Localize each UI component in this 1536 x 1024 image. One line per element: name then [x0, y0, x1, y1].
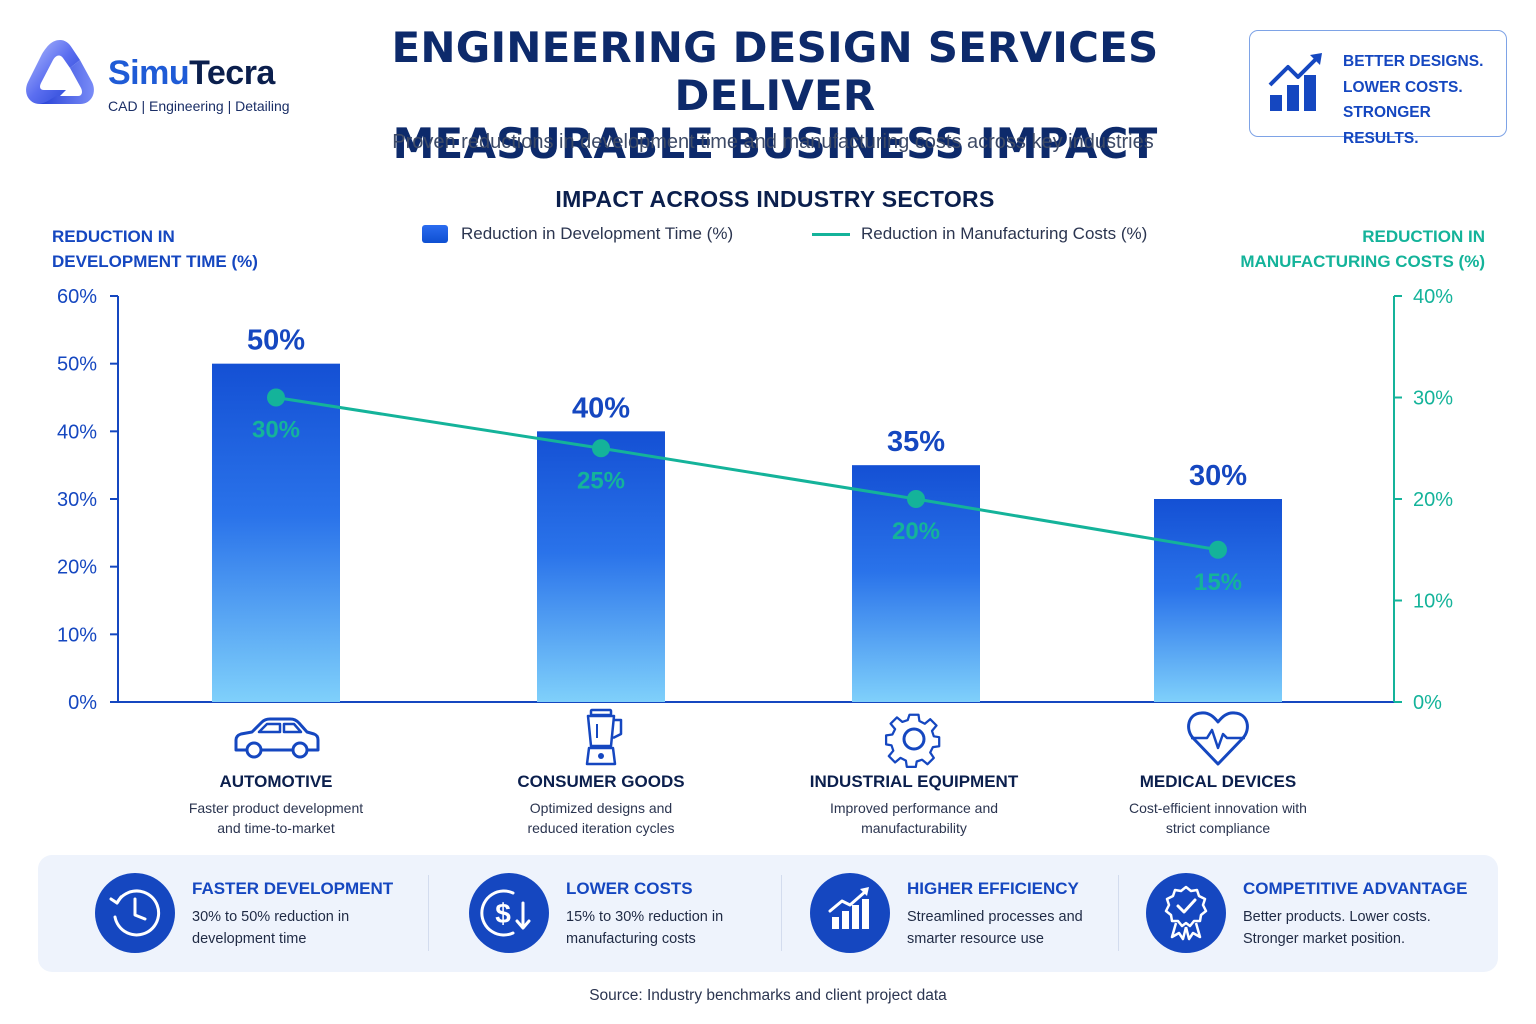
legend-item-development-time: Reduction in Development Time (%) — [422, 224, 733, 244]
legend-label-manufacturing-costs: Reduction in Manufacturing Costs (%) — [861, 224, 1148, 243]
right-axis-tick-label: 40% — [1413, 286, 1453, 308]
bar-value-label: 30% — [1189, 460, 1247, 492]
sector-medical-devices: MEDICAL DEVICES Cost-efficient innovatio… — [1103, 708, 1333, 838]
left-axis-tick-label: 0% — [68, 692, 97, 710]
right-axis-tick-label: 20% — [1413, 489, 1453, 511]
page-subtitle: Proven reductions in development time an… — [392, 131, 1154, 153]
award-badge-icon — [1164, 885, 1208, 941]
left-axis-title: REDUCTION IN DEVELOPMENT TIME (%) — [52, 227, 258, 271]
heart-pulse-icon — [1187, 711, 1249, 766]
benefit-title: HIGHER EFFICIENCY — [907, 879, 1079, 898]
sector-consumer-goods: CONSUMER GOODS Optimized designs and red… — [486, 708, 716, 838]
logo-triangle-icon — [26, 40, 94, 104]
sector-name: CONSUMER GOODS — [517, 772, 685, 791]
line-value-label: 30% — [252, 417, 300, 444]
brand-tagline: CAD | Engineering | Detailing — [108, 98, 290, 114]
tagline-badge: BETTER DESIGNS. LOWER COSTS. STRONGER RE… — [1249, 30, 1507, 147]
benefits-panel: FASTER DEVELOPMENT 30% to 50% reduction … — [38, 855, 1498, 972]
legend-label-development-time: Reduction in Development Time (%) — [461, 224, 734, 243]
left-axis-tick-label: 10% — [57, 624, 97, 646]
sector-description: Cost-efficient innovation with strict co… — [1129, 800, 1307, 836]
line-point-manufacturing-cost — [907, 490, 925, 508]
line-point-manufacturing-cost — [267, 388, 285, 407]
benefit-title: COMPETITIVE ADVANTAGE — [1243, 879, 1468, 898]
sector-industrial-equipment: INDUSTRIAL EQUIPMENT Improved performanc… — [799, 708, 1029, 838]
benefit-icon-circle — [1146, 873, 1226, 953]
sector-automotive: AUTOMOTIVE Faster product development an… — [161, 708, 391, 838]
line-point-manufacturing-cost — [1209, 540, 1227, 559]
bar-value-label: 50% — [247, 325, 305, 357]
bar-value-label: 35% — [887, 426, 945, 458]
brand-logo: SimuTecra CAD | Engineering | Detailing — [22, 36, 322, 120]
sector-description: Improved performance and manufacturabili… — [829, 800, 999, 836]
line-point-manufacturing-cost — [592, 439, 610, 458]
page-title: ENGINEERING DESIGN SERVICES DELIVER MEAS… — [391, 23, 1159, 168]
left-axis-tick-label: 20% — [57, 557, 97, 579]
right-axis-tick-label: 0% — [1413, 692, 1442, 710]
benefit-icon-circle — [810, 873, 890, 953]
car-icon — [234, 717, 320, 759]
right-axis-title: REDUCTION IN MANUFACTURING COSTS (%) — [1240, 227, 1485, 271]
sector-name: INDUSTRIAL EQUIPMENT — [809, 772, 1019, 791]
svg-text:$: $ — [495, 898, 511, 929]
benefit-description: Streamlined processes and smarter resour… — [907, 909, 1083, 947]
bar-value-label: 40% — [572, 392, 630, 424]
bar-development-time — [537, 431, 665, 702]
growth-chart-icon — [1268, 53, 1322, 111]
divider — [1118, 875, 1119, 951]
gear-icon — [884, 713, 941, 769]
right-axis-tick-label: 10% — [1413, 591, 1453, 613]
benefit-description: 15% to 30% reduction in manufacturing co… — [566, 909, 724, 947]
benefit-title: FASTER DEVELOPMENT — [192, 879, 394, 898]
divider — [428, 875, 429, 951]
left-axis-tick-label: 50% — [57, 354, 97, 376]
sector-description: Optimized designs and reduced iteration … — [527, 800, 675, 836]
bar-development-time — [212, 363, 340, 702]
left-axis-tick-label: 60% — [57, 286, 97, 308]
line-value-label: 25% — [577, 467, 625, 494]
left-axis-tick-label: 30% — [57, 489, 97, 511]
right-axis-tick-label: 30% — [1413, 388, 1453, 410]
sector-name: AUTOMOTIVE — [219, 772, 333, 791]
benefit-description: 30% to 50% reduction in development time — [192, 909, 350, 947]
impact-chart: 0% 10% 20% 30% 40% 50% 60% 0% 10% 20% 30% 40% 50% 40%… — [57, 286, 1453, 710]
blender-icon — [585, 708, 623, 766]
dollar-down-icon: $ — [480, 889, 531, 937]
source-note: Source: Industry benchmarks and client p… — [589, 987, 947, 1004]
left-axis-tick-label: 40% — [57, 421, 97, 443]
badge-text: BETTER DESIGNS. LOWER COSTS. STRONGER RE… — [1343, 53, 1484, 147]
legend-line-swatch — [812, 232, 850, 236]
sector-description: Faster product development and time-to-m… — [188, 800, 364, 836]
brand-name: SimuTecra — [108, 54, 275, 92]
benefit-description: Better products. Lower costs. Stronger m… — [1243, 909, 1431, 947]
manufacturing-cost-line — [275, 396, 1219, 552]
divider — [781, 875, 782, 951]
benefit-icon-circle: $ — [469, 873, 549, 953]
line-value-label: 20% — [892, 518, 940, 545]
legend-item-manufacturing-costs: Reduction in Manufacturing Costs (%) — [812, 224, 1147, 244]
bar-chart-up-icon — [828, 887, 869, 929]
legend-bar-swatch — [422, 225, 448, 243]
line-value-label: 15% — [1194, 569, 1242, 596]
chart-title: IMPACT ACROSS INDUSTRY SECTORS — [555, 186, 995, 212]
benefit-title: LOWER COSTS — [566, 879, 693, 898]
sector-name: MEDICAL DEVICES — [1139, 772, 1297, 791]
clock-icon — [109, 889, 161, 937]
benefit-icon-circle — [95, 873, 175, 953]
bar-development-time — [1154, 499, 1282, 702]
